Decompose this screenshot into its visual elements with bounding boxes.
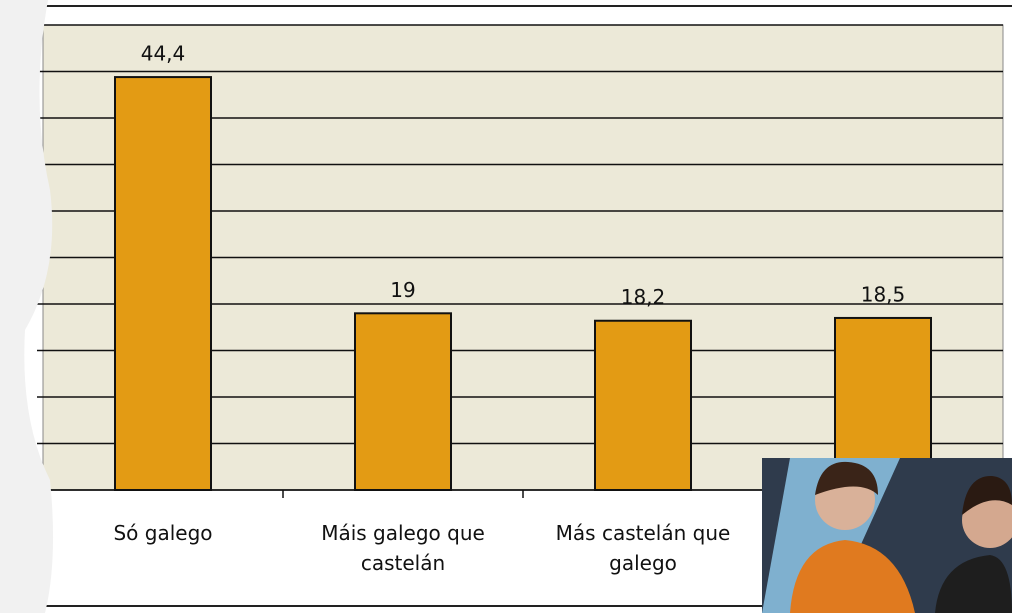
side-panel: [0, 0, 54, 613]
value-label: 19: [390, 278, 415, 302]
value-label: 44,4: [141, 42, 186, 66]
x-tick-label: Más castelán que galego: [555, 521, 731, 575]
person-body: [935, 555, 1012, 613]
value-label: 18,5: [861, 282, 906, 306]
video-overlay: [762, 458, 1012, 613]
bar: [354, 312, 452, 491]
person-hair: [962, 475, 1012, 515]
person-body: [790, 540, 915, 613]
x-tick-label: Máis galego que castelán: [321, 521, 485, 575]
bar: [594, 319, 692, 491]
x-tick-label: Só galego: [113, 521, 213, 545]
value-label: 18,2: [621, 285, 666, 309]
bar: [114, 76, 212, 492]
person-hair: [815, 461, 878, 495]
